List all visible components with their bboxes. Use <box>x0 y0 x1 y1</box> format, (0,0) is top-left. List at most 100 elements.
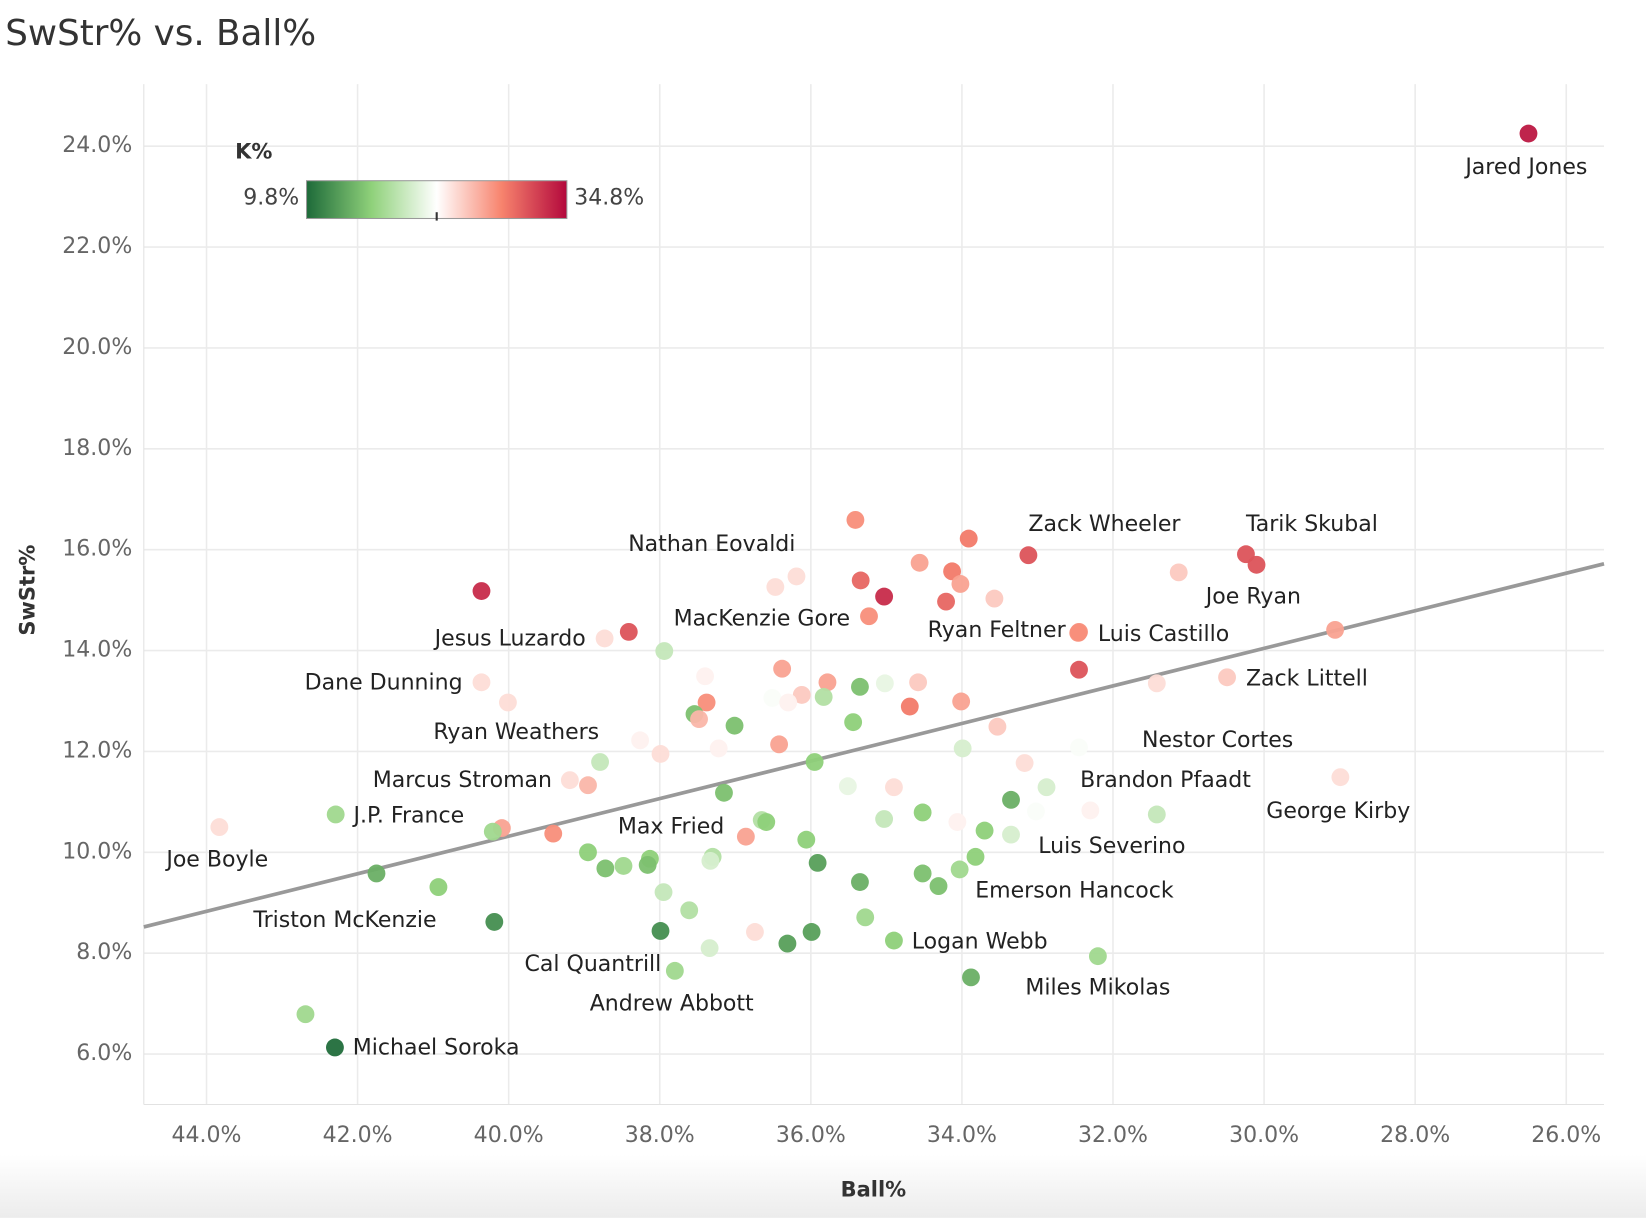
point <box>778 934 797 953</box>
point <box>367 864 386 883</box>
point <box>1070 738 1088 757</box>
point <box>770 735 789 754</box>
point <box>1070 622 1088 641</box>
point <box>472 582 491 600</box>
y-tick-label: 18.0% <box>62 436 132 461</box>
y-tick-label: 16.0% <box>62 537 132 562</box>
grid <box>143 84 1605 1105</box>
point <box>1027 802 1045 821</box>
point <box>1147 674 1166 693</box>
point-label: Miles Mikolas <box>1025 976 1170 1001</box>
point <box>802 923 821 941</box>
point <box>875 810 894 828</box>
point <box>591 753 610 771</box>
point <box>913 864 932 883</box>
point <box>1519 124 1538 143</box>
x-tick-label: 36.0% <box>776 1123 846 1148</box>
point <box>900 697 919 716</box>
point-label: Emerson Hancock <box>975 878 1174 903</box>
x-tick-label: 32.0% <box>1078 1123 1148 1148</box>
point <box>1331 768 1350 787</box>
point-label: Marcus Stroman <box>373 768 552 793</box>
point <box>805 753 824 771</box>
point <box>701 851 720 870</box>
point <box>700 939 719 958</box>
point <box>950 860 969 879</box>
point <box>619 622 638 641</box>
point <box>953 739 972 758</box>
point <box>715 783 733 802</box>
point <box>948 813 967 831</box>
point <box>1081 801 1100 820</box>
point <box>844 713 863 732</box>
legend-max: 34.8% <box>574 186 644 211</box>
point-label: Jared Jones <box>1463 155 1587 180</box>
point-label: George Kirby <box>1266 799 1410 824</box>
point-label: Ryan Feltner <box>928 618 1067 643</box>
point-label: Luis Severino <box>1038 834 1185 859</box>
point <box>429 878 448 897</box>
point <box>959 529 978 548</box>
x-tick-label: 38.0% <box>625 1123 695 1148</box>
point <box>787 567 806 586</box>
y-tick-label: 24.0% <box>62 133 132 158</box>
point-label: Jesus Luzardo <box>433 626 586 651</box>
trend <box>143 562 1605 929</box>
point <box>1015 754 1034 772</box>
point <box>818 673 837 692</box>
point <box>296 1005 315 1024</box>
point <box>1169 563 1188 582</box>
point-label: Brandon Pfaadt <box>1080 768 1251 793</box>
chart-title: SwStr% vs. Ball% <box>5 13 316 54</box>
x-tick-label: 44.0% <box>172 1123 242 1148</box>
points <box>210 124 1538 1057</box>
point <box>937 592 955 611</box>
point <box>631 731 650 750</box>
point-label: Logan Webb <box>912 930 1048 955</box>
point <box>326 1038 344 1057</box>
point <box>929 877 948 896</box>
point-label: Luis Castillo <box>1098 622 1229 647</box>
x-tick-label: 34.0% <box>927 1123 997 1148</box>
point <box>654 883 673 902</box>
point <box>483 822 502 841</box>
point-label: MacKenzie Gore <box>674 606 850 631</box>
point <box>579 776 597 795</box>
point <box>962 968 980 987</box>
point <box>773 659 792 678</box>
point <box>856 908 875 927</box>
y-tick-label: 10.0% <box>62 839 132 864</box>
point <box>1002 790 1020 809</box>
point <box>696 667 715 686</box>
point <box>1070 660 1088 679</box>
point-label: Joe Boyle <box>164 848 268 873</box>
point <box>763 689 782 707</box>
point <box>885 778 903 797</box>
point-label: Ryan Weathers <box>433 720 599 745</box>
point <box>846 510 865 529</box>
point-label: Nathan Eovaldi <box>628 532 795 557</box>
y-tick-label: 12.0% <box>62 738 132 763</box>
point <box>326 805 345 824</box>
point <box>210 818 229 836</box>
y-axis-label: SwStr% <box>15 545 39 636</box>
x-tick-label: 28.0% <box>1380 1123 1450 1148</box>
x-axis-label: Ball% <box>841 1178 907 1202</box>
point-label: Zack Wheeler <box>1028 512 1181 537</box>
point <box>665 961 684 980</box>
point <box>875 587 894 606</box>
point <box>614 856 633 875</box>
point-label: J.P. France <box>352 804 465 829</box>
point <box>860 607 878 626</box>
point <box>838 777 857 796</box>
y-tick-label: 20.0% <box>62 335 132 360</box>
point-label: Triston McKenzie <box>252 908 436 933</box>
point <box>725 716 744 735</box>
point-label: Nestor Cortes <box>1142 728 1293 753</box>
point-label: Joe Ryan <box>1204 584 1301 609</box>
point <box>975 821 994 840</box>
point-label: Andrew Abbott <box>590 991 754 1016</box>
point <box>910 553 929 572</box>
point <box>966 847 985 866</box>
y-tick-label: 14.0% <box>62 638 132 663</box>
